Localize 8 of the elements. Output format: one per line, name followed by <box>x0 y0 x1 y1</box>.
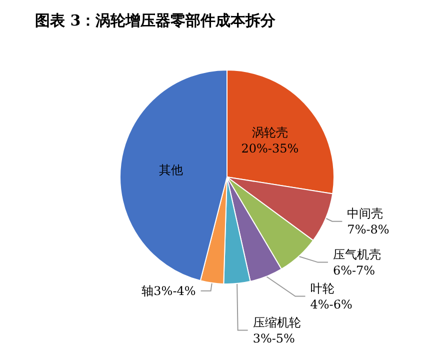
slice-label: 叶轮4%-6% <box>310 281 352 312</box>
chart-title: 图表 3：涡轮增压器零部件成本拆分 <box>35 12 277 30</box>
slice-label: 轴3%-4% <box>142 284 196 298</box>
slice-label: 中间壳7%-8% <box>347 206 390 236</box>
slice-label: 其他 <box>158 162 183 177</box>
slice-label: 涡轮壳20%-35% <box>241 125 299 156</box>
slice-label: 压缩机轮3%-5% <box>252 315 301 346</box>
slice-label: 压气机壳6%-7% <box>332 247 381 278</box>
